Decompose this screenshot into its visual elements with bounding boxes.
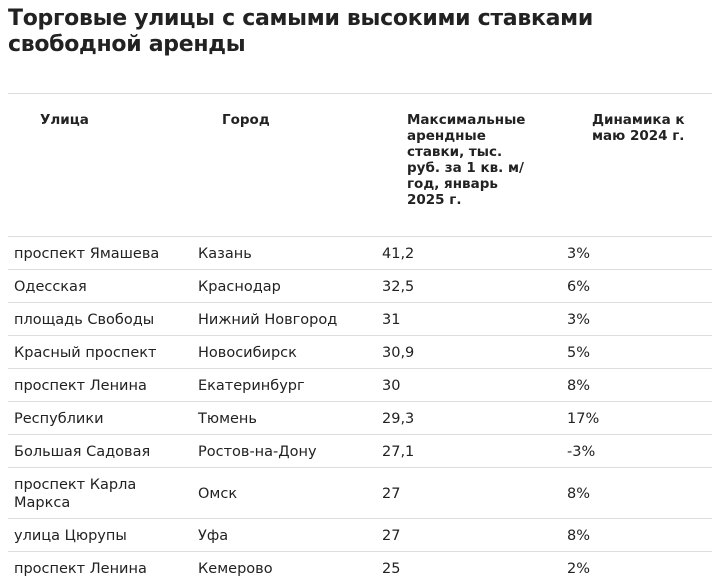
- table-cell: проспект Ямашева: [14, 245, 160, 262]
- table-cell: 27: [382, 527, 401, 544]
- table-row: Республики Тюмень 29,3 17%: [8, 401, 712, 435]
- table-cell: 3%: [567, 245, 591, 262]
- table-cell: Ростов-на-Дону: [198, 443, 317, 460]
- table-cell: Омск: [198, 485, 238, 502]
- table-cell: 30,9: [382, 344, 415, 361]
- table-cell: Тюмень: [198, 410, 257, 427]
- table-cell: Екатеринбург: [198, 377, 305, 394]
- table-cell: Кемерово: [198, 560, 273, 577]
- table-cell: Нижний Новгород: [198, 311, 338, 328]
- table-row: проспект Ямашева Казань 41,2 3%: [8, 236, 712, 270]
- table-cell: Республики: [14, 410, 104, 427]
- table-cell: 29,3: [382, 410, 415, 427]
- table-row: проспект Ленина Екатеринбург 30 8%: [8, 368, 712, 402]
- title: Торговые улицы с самыми высокими ставкам…: [8, 6, 593, 57]
- table-cell: Новосибирск: [198, 344, 297, 361]
- table-cell: проспект Карла Маркса: [14, 476, 137, 511]
- table-row: проспект Карла Маркса Омск 27 8%: [8, 467, 712, 519]
- table-cell: -3%: [567, 443, 596, 460]
- table-cell: 25: [382, 560, 401, 577]
- table-cell: проспект Ленина: [14, 560, 147, 577]
- table-cell: 6%: [567, 278, 591, 295]
- table-cell: проспект Ленина: [14, 377, 147, 394]
- column-header: Город: [222, 112, 270, 128]
- table-row: улица Цюрупы Уфа 27 8%: [8, 518, 712, 552]
- table-cell: 41,2: [382, 245, 415, 262]
- table-cell: Краснодар: [198, 278, 281, 295]
- table-row: Красный проспект Новосибирск 30,9 5%: [8, 335, 712, 369]
- table-cell: 3%: [567, 311, 591, 328]
- table-cell: Красный проспект: [14, 344, 157, 361]
- table-cell: 8%: [567, 377, 591, 394]
- table-cell: 5%: [567, 344, 591, 361]
- column-header: Динамика к маю 2024 г.: [592, 112, 685, 144]
- table-cell: Казань: [198, 245, 252, 262]
- table-cell: 30: [382, 377, 401, 394]
- table-cell: улица Цюрупы: [14, 527, 127, 544]
- table-cell: 27,1: [382, 443, 415, 460]
- table-cell: 8%: [567, 527, 591, 544]
- table-cell: 2%: [567, 560, 591, 577]
- table-cell: Уфа: [198, 527, 229, 544]
- table-row: Одесская Краснодар 32,5 6%: [8, 269, 712, 303]
- column-header: Максимальные арендные ставки, тыс. руб. …: [407, 112, 526, 208]
- table-cell: 32,5: [382, 278, 415, 295]
- table-row: проспект Ленина Кемерово 25 2%: [8, 551, 712, 585]
- table-cell: 8%: [567, 485, 591, 502]
- table-cell: 27: [382, 485, 401, 502]
- rule: [8, 93, 712, 94]
- table-cell: Большая Садовая: [14, 443, 151, 460]
- table-row: площадь Свободы Нижний Новгород 31 3%: [8, 302, 712, 336]
- column-header: Улица: [40, 112, 89, 128]
- table-cell: Одесская: [14, 278, 87, 295]
- table-cell: площадь Свободы: [14, 311, 155, 328]
- table-cell: 17%: [567, 410, 600, 427]
- table-cell: 31: [382, 311, 401, 328]
- table-row: Большая Садовая Ростов-на-Дону 27,1 -3%: [8, 434, 712, 468]
